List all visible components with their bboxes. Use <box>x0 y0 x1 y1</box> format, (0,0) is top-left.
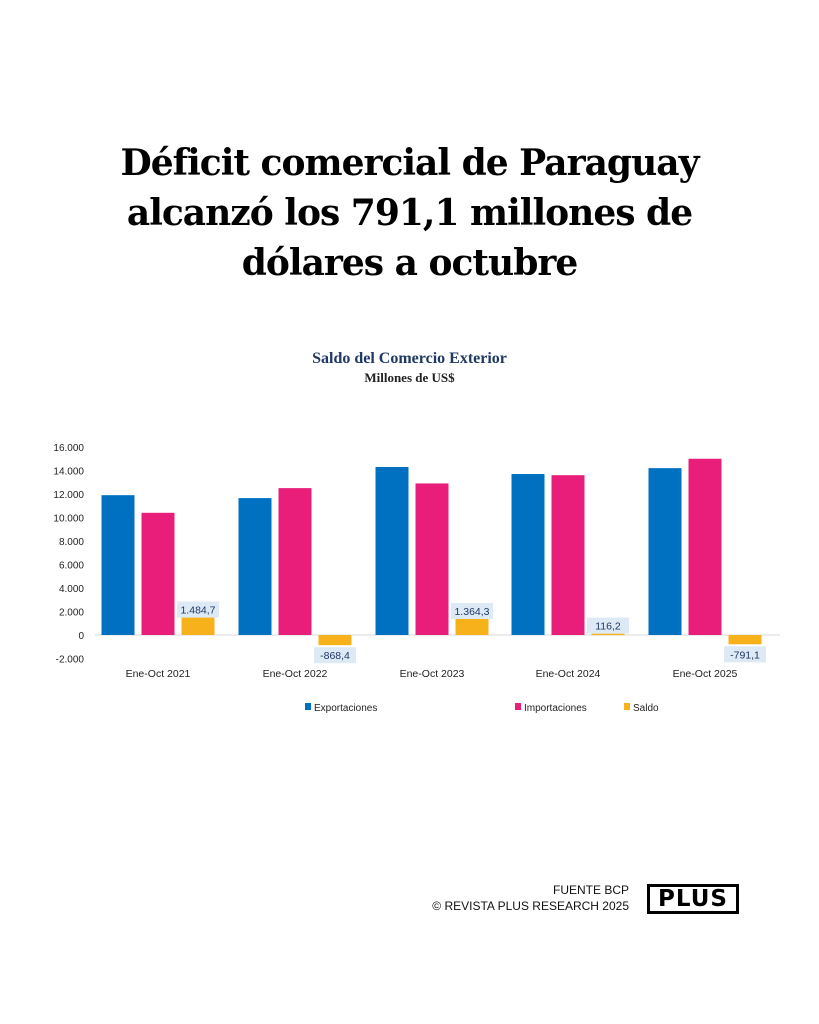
bar-saldo <box>455 618 489 635</box>
bar-exportaciones <box>511 474 545 635</box>
plus-logo: PLUS <box>647 884 739 914</box>
bar-exportaciones <box>238 498 272 635</box>
data-label-box <box>451 602 493 619</box>
x-tick-label: Ene-Oct 2025 <box>673 668 738 680</box>
source-credit: FUENTE BCP © REVISTA PLUS RESEARCH 2025 <box>432 882 629 914</box>
data-label-box <box>724 646 766 663</box>
x-tick-label: Ene-Oct 2021 <box>126 668 191 680</box>
data-label: 1.484,7 <box>180 605 215 617</box>
headline-line-2: alcanzó los 791,1 millones de <box>126 192 693 234</box>
legend-label: Exportaciones <box>314 703 377 714</box>
bar-importaciones <box>688 458 722 635</box>
y-tick-label: 14.000 <box>53 467 84 478</box>
bar-importaciones <box>551 475 585 635</box>
chart: -2.000 0 2.000 4.000 6.000 8.000 10.000 12.000 1… <box>53 443 780 714</box>
y-tick-label: 16.000 <box>53 443 84 454</box>
y-tick-label: 12.000 <box>53 490 84 501</box>
x-tick-label: Ene-Oct 2022 <box>263 668 328 680</box>
legend-swatch <box>624 703 630 710</box>
legend-swatch <box>515 703 521 710</box>
x-tick-label: Ene-Oct 2023 <box>400 668 465 680</box>
y-tick-label: 2.000 <box>59 608 84 619</box>
data-label-box <box>177 601 219 618</box>
bar-importaciones <box>278 488 312 635</box>
copyright-text: © REVISTA PLUS RESEARCH 2025 <box>432 899 629 913</box>
data-label: -791,1 <box>730 649 760 661</box>
bar-importaciones <box>141 512 175 635</box>
data-label: 1.364,3 <box>454 606 489 618</box>
source-text: FUENTE BCP <box>552 883 629 897</box>
bar-saldo <box>728 635 762 645</box>
bar-exportaciones <box>648 468 682 635</box>
legend-label: Importaciones <box>524 703 587 714</box>
headline: Déficit comercial de Paraguay alcanzó lo… <box>0 138 819 288</box>
legend-label: Saldo <box>633 703 659 714</box>
data-label-box <box>587 617 629 634</box>
y-tick-label: 6.000 <box>59 561 84 572</box>
x-tick-label: Ene-Oct 2024 <box>536 668 601 680</box>
headline-line-1: Déficit comercial de Paraguay <box>120 142 700 184</box>
bar-exportaciones <box>375 466 409 635</box>
chart-title: Saldo del Comercio Exterior <box>312 350 507 367</box>
y-tick-label: 4.000 <box>59 584 84 595</box>
bar-exportaciones <box>101 495 135 635</box>
data-label: -868,4 <box>320 650 350 662</box>
bar-saldo <box>181 617 215 635</box>
y-tick-label: 10.000 <box>53 514 84 525</box>
y-tick-label: 0 <box>78 631 84 642</box>
bar-saldo <box>318 635 352 646</box>
bar-importaciones <box>415 483 449 635</box>
bar-saldo <box>591 633 625 636</box>
y-tick-label: 8.000 <box>59 537 84 548</box>
legend-swatch <box>305 703 311 710</box>
data-label-box <box>314 647 356 664</box>
chart-subtitle: Millones de US$ <box>364 370 455 385</box>
data-label: 116,2 <box>595 621 621 633</box>
y-tick-label: -2.000 <box>56 655 85 666</box>
headline-line-3: dólares a octubre <box>241 242 579 284</box>
